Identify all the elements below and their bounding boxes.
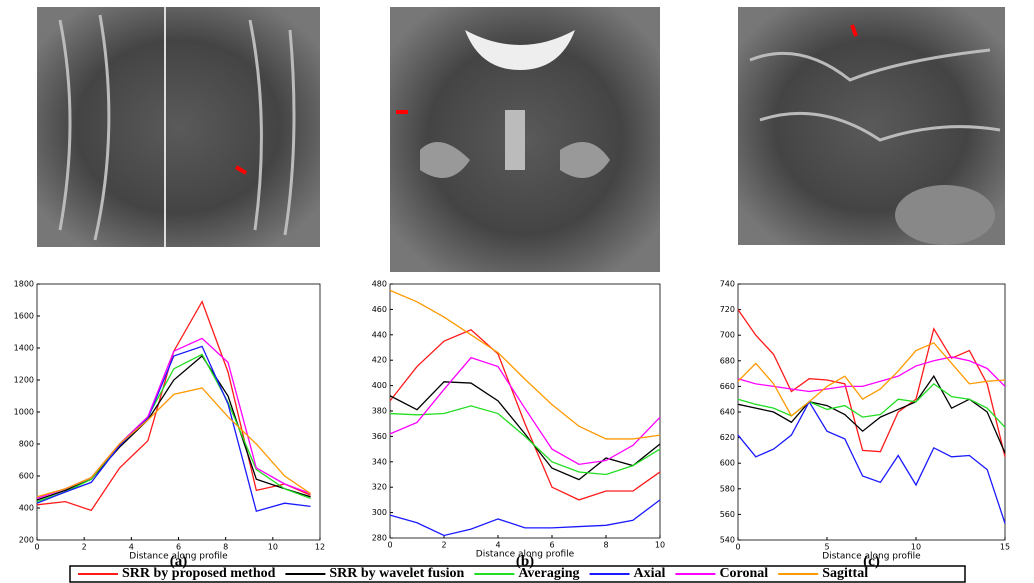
x-tick-label: 2 [82,543,87,552]
y-tick-label: 360 [372,432,387,441]
legend-label: SRR by wavelet fusion [329,566,464,581]
x-tick-label: 0 [34,543,39,552]
y-tick-label: 380 [372,407,387,416]
x-tick-label: 0 [735,543,740,552]
y-tick-label: 600 [19,472,34,481]
plot-area [37,284,320,540]
x-tick-label: 6 [549,541,554,550]
x-tick-label: 5 [824,543,829,552]
legend-label: SRR by proposed method [122,566,276,581]
legend-label: Axial [634,566,666,581]
plot-area [738,284,1005,540]
x-tick-label: 10 [268,543,278,552]
x-tick-label: 8 [603,541,608,550]
y-tick-label: 740 [720,280,735,289]
y-tick-label: 420 [372,356,387,365]
x-tick-label: 10 [655,541,665,550]
figure: 2004006008001000120014001600180002468101… [0,0,1034,583]
y-tick-label: 640 [720,408,735,417]
x-tick-label: 8 [223,543,228,552]
x-tick-label: 12 [315,543,325,552]
y-tick-label: 720 [720,305,735,314]
y-tick-label: 540 [720,536,735,545]
y-tick-label: 700 [720,331,735,340]
x-tick-label: 2 [441,541,446,550]
y-tick-label: 800 [19,440,34,449]
y-tick-label: 660 [720,382,735,391]
y-tick-label: 1800 [14,280,34,289]
y-tick-label: 460 [372,305,387,314]
y-tick-label: 400 [19,504,34,513]
x-tick-label: 15 [1000,543,1010,552]
y-tick-label: 480 [372,280,387,289]
x-tick-label: 10 [911,543,921,552]
x-tick-label: 4 [495,541,500,550]
y-tick-label: 1200 [14,376,34,385]
x-tick-label: 6 [176,543,181,552]
x-tick-label: 4 [129,543,134,552]
y-tick-label: 200 [19,536,34,545]
plot-area [390,284,660,538]
y-tick-label: 400 [372,381,387,390]
legend-label: Sagittal [822,566,868,581]
y-tick-label: 280 [372,534,387,543]
mri-image-a [37,7,320,247]
legend-label: Averaging [518,566,579,581]
y-tick-label: 340 [372,457,387,466]
y-tick-label: 440 [372,330,387,339]
legend-label: Coronal [719,566,768,581]
y-tick-label: 300 [372,508,387,517]
mri-image-b [390,7,660,272]
y-tick-label: 680 [720,356,735,365]
mri-image-c [738,7,1005,245]
y-tick-label: 1600 [14,312,34,321]
y-tick-label: 320 [372,483,387,492]
y-tick-label: 580 [720,484,735,493]
y-tick-label: 600 [720,459,735,468]
y-tick-label: 1000 [14,408,34,417]
y-tick-label: 1400 [14,344,34,353]
x-tick-label: 0 [387,541,392,550]
y-tick-label: 620 [720,433,735,442]
y-tick-label: 560 [720,510,735,519]
